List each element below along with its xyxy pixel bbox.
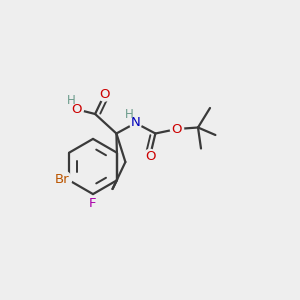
Circle shape bbox=[70, 103, 83, 116]
Text: O: O bbox=[99, 88, 110, 101]
Text: O: O bbox=[172, 122, 182, 136]
Circle shape bbox=[66, 96, 76, 105]
Text: H: H bbox=[66, 94, 75, 107]
Text: Br: Br bbox=[55, 173, 70, 186]
Circle shape bbox=[53, 171, 71, 189]
Circle shape bbox=[143, 149, 157, 163]
Text: O: O bbox=[145, 149, 155, 163]
Text: N: N bbox=[131, 116, 140, 130]
Circle shape bbox=[130, 117, 142, 129]
Text: F: F bbox=[89, 196, 97, 210]
Circle shape bbox=[98, 88, 111, 101]
Circle shape bbox=[170, 122, 184, 136]
Circle shape bbox=[88, 198, 98, 208]
Circle shape bbox=[124, 110, 134, 119]
Text: H: H bbox=[124, 108, 134, 121]
Text: O: O bbox=[72, 103, 82, 116]
